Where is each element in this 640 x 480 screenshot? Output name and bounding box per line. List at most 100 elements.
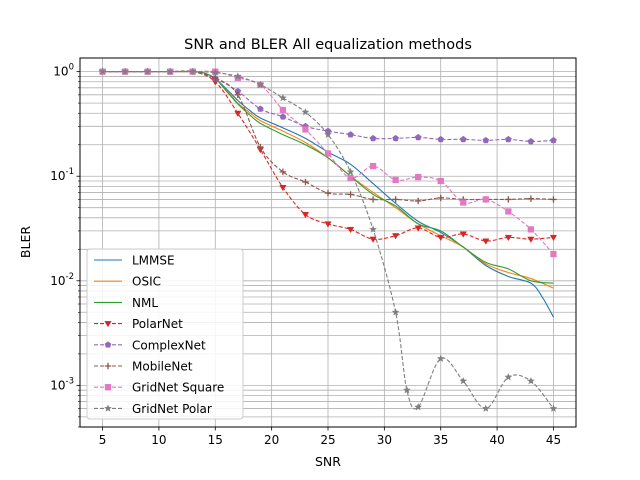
- marker-star: [504, 373, 513, 381]
- x-tick-label: 45: [546, 433, 561, 447]
- x-tick-label: 5: [99, 433, 107, 447]
- legend-label: PolarNet: [132, 317, 183, 331]
- marker-triangle-down: [346, 226, 355, 234]
- x-axis: 5 10 15 20 25 30 35 40 45: [99, 427, 561, 447]
- legend-label: NML: [132, 296, 158, 310]
- marker-plus: [414, 197, 422, 205]
- y-axis-label: BLER: [18, 226, 33, 258]
- marker-pentagon: [414, 133, 422, 141]
- legend-item: LMMSE: [94, 254, 175, 268]
- marker-triangle-down: [104, 321, 112, 328]
- marker-triangle-down: [414, 225, 422, 232]
- marker-square: [324, 150, 332, 157]
- marker-star: [549, 404, 558, 412]
- marker-star: [301, 108, 310, 116]
- legend-label: GridNet Square: [132, 381, 224, 395]
- legend-item: GridNet Square: [94, 381, 224, 395]
- marker-plus: [234, 91, 242, 99]
- marker-pentagon: [104, 341, 112, 348]
- marker-square: [460, 199, 467, 206]
- legend-item: PolarNet: [94, 317, 183, 331]
- marker-plus: [347, 191, 354, 198]
- marker-triangle-down: [324, 221, 332, 228]
- marker-pentagon: [437, 135, 445, 143]
- marker-triangle-down: [482, 238, 490, 245]
- x-tick-label: 15: [208, 433, 223, 447]
- marker-square: [104, 384, 112, 391]
- marker-triangle-down: [459, 231, 467, 238]
- marker-star: [527, 376, 535, 385]
- x-axis-label: SNR: [315, 454, 341, 469]
- x-tick-label: 35: [433, 433, 448, 447]
- x-tick-label: 25: [320, 433, 335, 447]
- marker-plus: [324, 189, 332, 197]
- marker-pentagon: [279, 113, 287, 120]
- marker-star: [459, 376, 468, 385]
- legend-label: OSIC: [132, 275, 161, 289]
- legend-item: ComplexNet: [94, 338, 206, 352]
- marker-star: [369, 225, 377, 233]
- marker-star: [403, 386, 411, 394]
- series-line: [102, 71, 554, 410]
- marker-plus: [505, 196, 512, 203]
- x-tick-label: 10: [151, 433, 166, 447]
- legend-item: NML: [94, 296, 158, 310]
- legend-label: GridNet Polar: [132, 402, 212, 416]
- marker-square: [369, 162, 377, 170]
- marker-triangle-down: [527, 236, 535, 243]
- marker-plus: [527, 195, 535, 202]
- marker-square: [279, 106, 287, 114]
- marker-plus: [104, 362, 112, 370]
- marker-plus: [212, 74, 219, 82]
- marker-triangle-down: [369, 236, 377, 243]
- marker-star: [233, 72, 242, 80]
- marker-star: [414, 403, 423, 411]
- marker-star: [121, 67, 129, 75]
- marker-square: [437, 177, 444, 185]
- marker-plus: [437, 194, 444, 202]
- marker-square: [347, 174, 354, 182]
- marker-star: [104, 404, 112, 412]
- x-tick-label: 40: [489, 433, 504, 447]
- marker-star: [188, 67, 197, 75]
- x-tick-label: 20: [264, 433, 279, 447]
- marker-triangle-down: [234, 110, 242, 117]
- marker-plus: [392, 196, 399, 203]
- legend: LMMSE OSIC NML PolarNet ComplexNet MobileNet G…: [86, 248, 244, 420]
- marker-square: [392, 176, 399, 184]
- chart-title: SNR and BLER All equalization methods: [184, 37, 472, 53]
- legend-box: [86, 248, 244, 420]
- marker-pentagon: [257, 105, 264, 112]
- marker-square: [527, 226, 535, 233]
- marker-star: [436, 354, 445, 362]
- marker-triangle-down: [504, 234, 513, 242]
- legend-item: GridNet Polar: [94, 402, 212, 416]
- marker-pentagon: [527, 137, 535, 145]
- marker-star: [391, 308, 400, 316]
- x-tick-label: 30: [377, 433, 392, 447]
- series-layer: [98, 67, 558, 412]
- marker-pentagon: [505, 135, 512, 143]
- legend-label: LMMSE: [132, 254, 175, 268]
- marker-plus: [279, 168, 287, 176]
- marker-plus: [257, 143, 264, 151]
- marker-square: [415, 174, 422, 181]
- marker-star: [166, 67, 175, 75]
- marker-triangle-down: [279, 185, 287, 192]
- marker-star: [211, 68, 220, 76]
- marker-pentagon: [550, 136, 557, 144]
- marker-square: [505, 208, 512, 215]
- marker-triangle-down: [437, 234, 445, 242]
- marker-square: [482, 196, 489, 203]
- marker-star: [346, 167, 355, 176]
- marker-star: [256, 80, 265, 88]
- marker-plus: [302, 178, 309, 186]
- marker-plus: [550, 196, 557, 203]
- marker-pentagon: [392, 134, 399, 142]
- marker-star: [98, 67, 107, 75]
- legend-label: MobileNet: [132, 360, 193, 374]
- marker-star: [481, 404, 490, 412]
- marker-triangle-down: [301, 212, 310, 219]
- marker-pentagon: [347, 131, 354, 138]
